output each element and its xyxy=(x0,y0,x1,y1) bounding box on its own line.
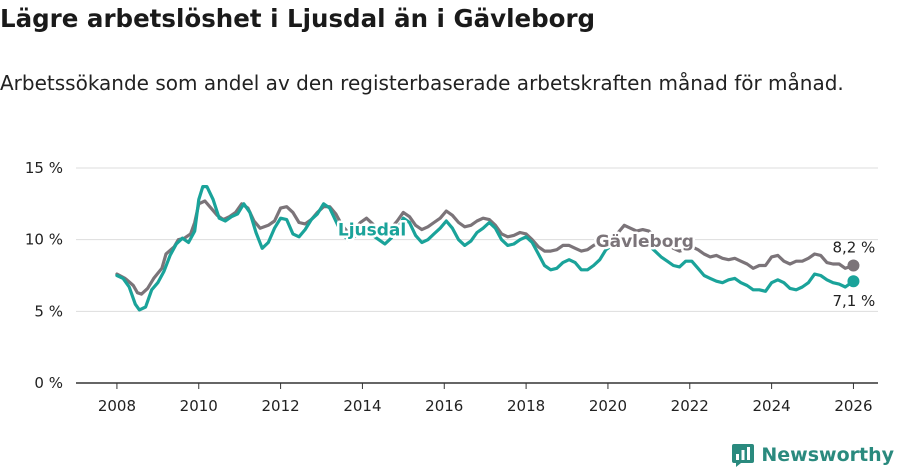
x-tick-label: 2024 xyxy=(753,397,791,415)
x-tick-label: 2014 xyxy=(343,397,381,415)
x-tick-label: 2022 xyxy=(671,397,709,415)
grid xyxy=(76,167,878,312)
series-line-gavleborg xyxy=(115,199,855,296)
y-tick-label: 10 % xyxy=(25,231,63,249)
series-line-ljusdal xyxy=(115,185,855,312)
x-tick-label: 2008 xyxy=(98,397,136,415)
x-tick-label: 2010 xyxy=(180,397,218,415)
x-tick-label: 2026 xyxy=(834,397,872,415)
chart-subtitle: Arbetssökande som andel av den registerb… xyxy=(0,71,844,95)
x-tick-label: 2016 xyxy=(425,397,463,415)
chart-title: Lägre arbetslöshet i Ljusdal än i Gävleb… xyxy=(0,4,596,33)
y-axis: 0 % 5 % 10 % 15 % xyxy=(25,159,63,392)
x-tick-label: 2018 xyxy=(507,397,545,415)
end-point-marker xyxy=(847,275,860,288)
x-tick-label: 2020 xyxy=(589,397,627,415)
brand-name: Newsworthy xyxy=(761,444,894,466)
y-tick-label: 0 % xyxy=(34,374,63,392)
end-value-label: 8,2 % xyxy=(832,238,875,256)
brand: Newsworthy xyxy=(731,442,894,468)
x-tick-label: 2012 xyxy=(261,397,299,415)
y-tick-label: 5 % xyxy=(34,302,63,320)
y-tick-label: 15 % xyxy=(25,159,63,177)
end-value-label: 7,1 % xyxy=(832,292,875,310)
newsworthy-logo-icon xyxy=(732,444,755,467)
series-name-label: Gävleborg xyxy=(596,232,694,252)
series-name-label: Ljusdal xyxy=(338,221,406,241)
end-point-marker xyxy=(847,259,860,272)
label-group: 8,2 % 7,1 % Gävleborg Ljusdal xyxy=(335,218,875,310)
series-group xyxy=(115,185,860,312)
x-axis: 2008 2010 2012 2014 2016 2018 2020 2022 2024 2026 xyxy=(76,382,878,415)
